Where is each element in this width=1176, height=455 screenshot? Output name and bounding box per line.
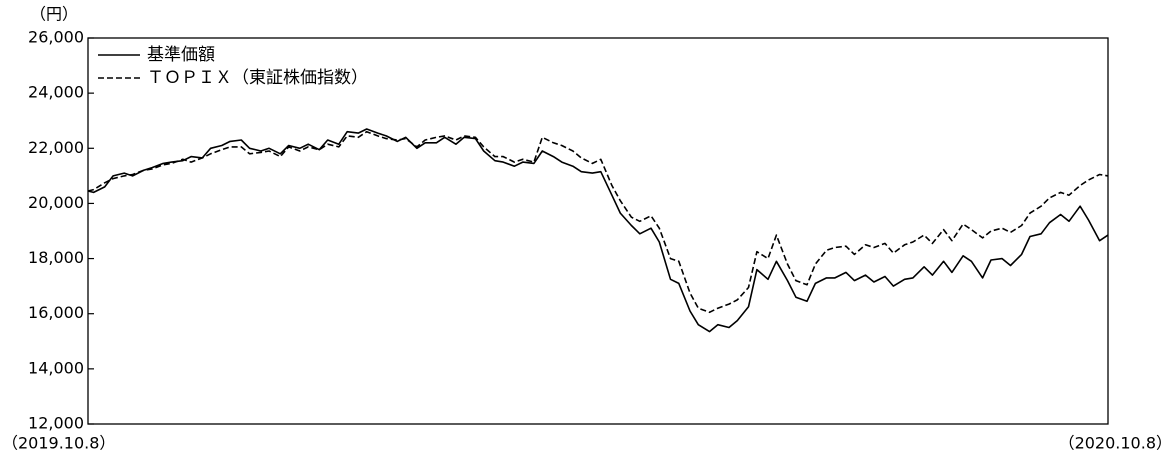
- x-axis-start-label: （2019.10.8）: [2, 434, 115, 453]
- y-tick-label: 26,000: [28, 28, 84, 47]
- series-line-nav: [87, 128, 1109, 333]
- y-tick-label: 20,000: [28, 193, 84, 212]
- legend-label: ＴＯＰＩＸ（東証株価指数）: [147, 68, 368, 88]
- y-tick-label: 18,000: [28, 248, 84, 267]
- legend-label: 基準価額: [147, 45, 215, 65]
- series-line-topix: [87, 130, 1109, 314]
- plot-area-frame: [87, 37, 1109, 425]
- y-tick-label: 14,000: [28, 358, 84, 377]
- legend: 基準価額 ＴＯＰＩＸ（東証株価指数）: [98, 45, 368, 88]
- y-tick-label: 22,000: [28, 138, 84, 157]
- y-tick-label: 24,000: [28, 83, 84, 102]
- y-tick-label: 12,000: [28, 414, 84, 433]
- y-axis-unit-label: （円）: [30, 5, 78, 24]
- series-lines: [87, 128, 1109, 333]
- x-axis-end-label: （2020.10.8）: [1059, 434, 1172, 453]
- y-axis: 26,000 24,000 22,000 20,000 18,000 16,000 14,0…: [28, 28, 94, 433]
- y-tick-label: 16,000: [28, 303, 84, 322]
